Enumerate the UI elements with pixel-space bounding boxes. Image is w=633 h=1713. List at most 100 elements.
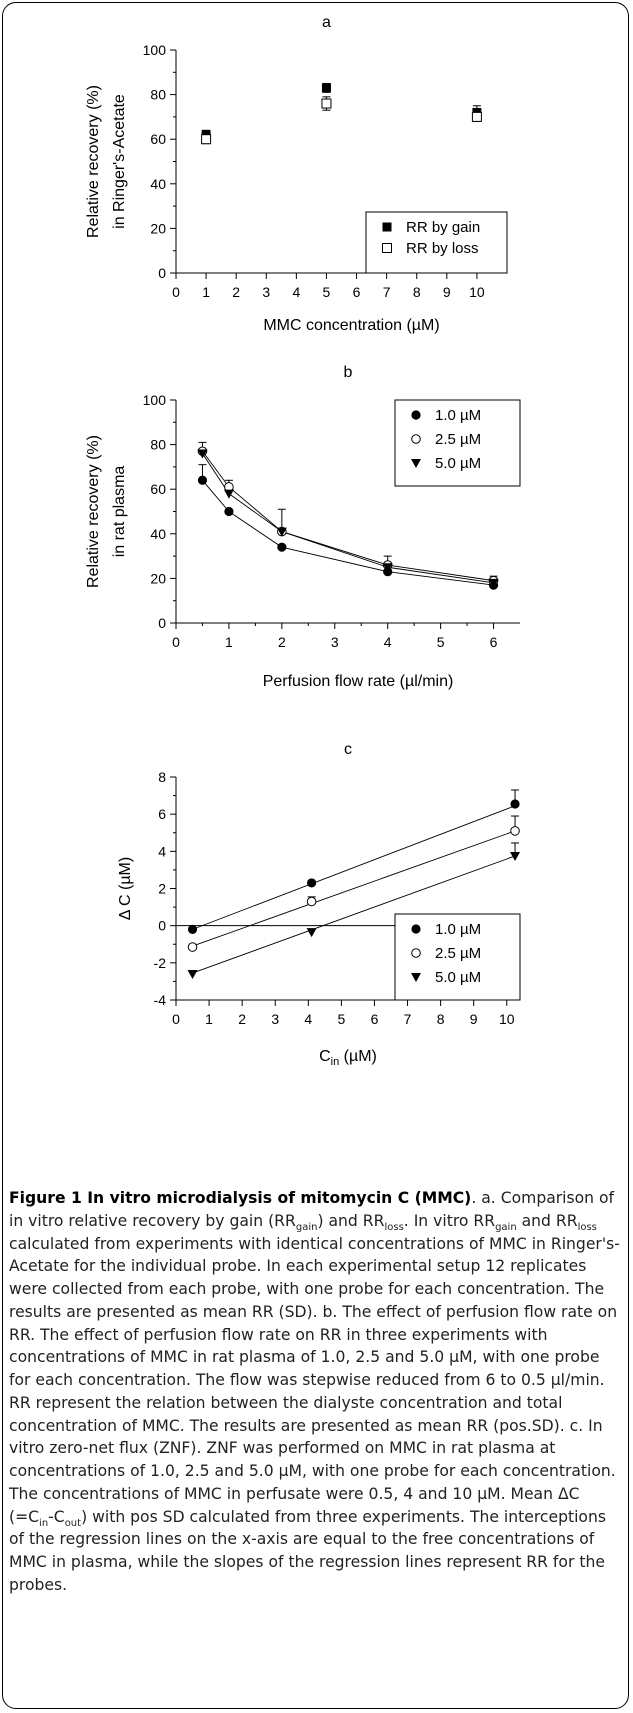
x-tick-label: 5 — [437, 634, 445, 650]
legend-label-2: 5.0 µM — [435, 969, 481, 986]
data-point-0 — [510, 799, 520, 809]
x-tick-label: 4 — [292, 284, 300, 300]
y-axis-label: Δ C (µM) — [117, 857, 134, 920]
series-line-0 — [202, 479, 494, 586]
x-tick-label: 6 — [490, 634, 498, 650]
data-point-1 — [321, 98, 332, 109]
y-axis-label-line2: in rat plasma — [111, 466, 128, 558]
x-tick-label: 5 — [323, 284, 331, 300]
x-tick-label: 6 — [371, 1011, 379, 1027]
legend-marker-1 — [382, 243, 392, 253]
legend-marker-2 — [411, 973, 421, 982]
legend-marker-0 — [382, 222, 392, 232]
x-tick-label: 8 — [413, 284, 421, 300]
x-axis-label-subscript: in — [331, 1056, 340, 1068]
x-tick-label: 0 — [172, 284, 180, 300]
y-tick-label: 40 — [150, 526, 166, 542]
x-tick-label: 0 — [172, 634, 180, 650]
data-point-0 — [197, 475, 208, 485]
regression-line-2 — [192, 855, 516, 974]
x-tick-label: 9 — [470, 1011, 478, 1027]
data-point-1 — [306, 896, 317, 907]
caption-title: Figure 1 In vitro microdialysis of mitom… — [9, 1189, 472, 1207]
y-tick-label: 6 — [158, 806, 166, 822]
x-tick-label: 10 — [469, 284, 485, 300]
data-point-2 — [223, 489, 234, 499]
legend-marker-0 — [411, 924, 421, 934]
data-point-2 — [306, 928, 317, 938]
x-tick-label: 3 — [271, 1011, 279, 1027]
y-tick-label: 100 — [143, 42, 167, 58]
legend-label-0: 1.0 µM — [435, 921, 481, 938]
x-tick-label: 0 — [172, 1011, 180, 1027]
y-tick-label: 80 — [150, 437, 166, 453]
chart-panel-b: b 0 20 40 60 80 100 0 1 2 3 4 5 6 Perfusion flow rate … — [85, 364, 521, 690]
chart-panel-c: c -4 -2 0 2 4 6 8 0 1 2 3 4 5 6 7 8 9 10 Cin (µM) Δ C (µM) 1.… — [117, 741, 521, 1068]
chart-panel-a: a 0 20 40 60 80 100 0 1 2 3 4 5 6 7 8 9 10 MMC concentrati… — [85, 14, 508, 334]
y-tick-label: -4 — [154, 992, 167, 1008]
x-tick-label: 2 — [232, 284, 240, 300]
data-point-0 — [277, 542, 287, 552]
legend-label-2: 5.0 µM — [435, 455, 481, 472]
y-tick-label: 40 — [150, 176, 166, 192]
x-tick-label: 4 — [304, 1011, 312, 1027]
x-tick-label: 2 — [278, 634, 286, 650]
y-tick-label: 100 — [143, 392, 167, 408]
legend-marker-0 — [411, 410, 421, 420]
x-tick-label: 1 — [205, 1011, 213, 1027]
x-tick-label: 3 — [262, 284, 270, 300]
x-axis-label: MMC concentration (µM) — [263, 317, 439, 334]
regression-line-0 — [192, 805, 516, 930]
x-tick-label: 1 — [225, 634, 233, 650]
y-tick-label: 60 — [150, 131, 166, 147]
y-tick-label: 80 — [150, 87, 166, 103]
legend-label-0: RR by gain — [406, 219, 480, 236]
data-point-1 — [471, 111, 482, 122]
legend-label-1: RR by loss — [406, 240, 479, 257]
regression-line-1 — [192, 830, 516, 947]
x-axis-label: Cin (µM) — [319, 1048, 377, 1068]
y-tick-label: 0 — [158, 615, 166, 631]
x-axis-label-unit: (µM) — [339, 1048, 377, 1065]
figure-caption: Figure 1 In vitro microdialysis of mitom… — [9, 1189, 620, 1594]
data-point-0 — [307, 878, 317, 888]
legend-label-1: 2.5 µM — [435, 945, 481, 962]
data-point-0 — [224, 506, 234, 517]
x-tick-label: 1 — [202, 284, 210, 300]
x-tick-label: 7 — [404, 1011, 412, 1027]
data-point-2 — [276, 527, 287, 537]
panel-label: a — [322, 14, 331, 31]
x-tick-label: 6 — [353, 284, 361, 300]
data-point-2 — [187, 969, 198, 979]
legend-label-0: 1.0 µM — [435, 407, 481, 424]
y-tick-label: 2 — [158, 881, 166, 897]
y-tick-label: 60 — [150, 481, 166, 497]
data-point-1 — [187, 942, 198, 952]
y-tick-label: 8 — [158, 769, 166, 785]
y-tick-label: 20 — [150, 220, 166, 236]
x-tick-label: 5 — [337, 1011, 345, 1027]
x-tick-label: 4 — [384, 634, 392, 650]
x-axis-label: Perfusion flow rate (µl/min) — [263, 673, 454, 690]
y-tick-label: 20 — [150, 570, 166, 586]
x-tick-label: 3 — [331, 634, 339, 650]
y-axis-label-line2: in Ringer's-Acetate — [111, 94, 128, 229]
data-point-0 — [321, 83, 331, 93]
panel-label: c — [344, 741, 352, 758]
legend-marker-1 — [411, 948, 421, 958]
legend-box — [365, 211, 508, 274]
data-point-1 — [510, 826, 520, 836]
y-tick-label: 0 — [158, 918, 166, 934]
x-tick-label: 9 — [443, 284, 451, 300]
y-tick-label: 0 — [158, 265, 166, 281]
legend-label-1: 2.5 µM — [435, 431, 481, 448]
data-point-2 — [488, 578, 499, 588]
panel-label: b — [344, 364, 353, 381]
data-point-2 — [382, 563, 393, 573]
legend-marker-1 — [411, 434, 421, 444]
x-tick-label: 7 — [383, 284, 391, 300]
legend-marker-2 — [411, 459, 421, 468]
data-point-0 — [187, 924, 198, 934]
